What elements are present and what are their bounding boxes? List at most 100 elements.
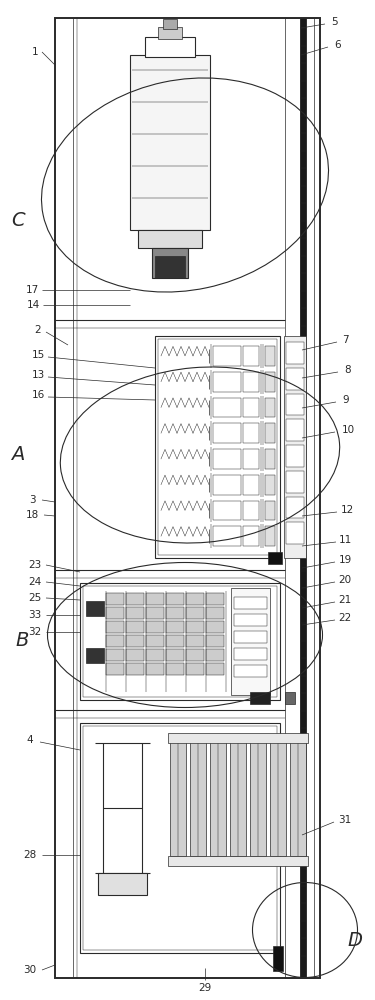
Bar	[243, 449, 259, 469]
Bar	[285, 692, 295, 704]
Bar	[138, 230, 202, 248]
Text: B: B	[15, 631, 28, 650]
Bar	[286, 368, 304, 389]
Text: 28: 28	[23, 850, 37, 860]
Bar	[206, 607, 224, 619]
Bar	[83, 726, 277, 950]
Text: 7: 7	[342, 335, 348, 345]
Bar	[170, 741, 186, 856]
Bar	[158, 27, 182, 39]
Bar	[286, 393, 304, 415]
Bar	[250, 741, 266, 856]
Bar	[126, 635, 144, 647]
Bar	[234, 631, 267, 643]
Text: 20: 20	[338, 575, 352, 585]
Bar	[243, 372, 259, 391]
Bar	[234, 665, 267, 677]
Text: 8: 8	[345, 365, 351, 375]
Bar	[158, 339, 277, 555]
Text: 13: 13	[32, 370, 45, 380]
Bar	[152, 248, 188, 278]
Text: 6: 6	[334, 40, 341, 50]
Bar	[286, 496, 304, 518]
Bar	[286, 445, 304, 467]
Bar	[265, 372, 275, 391]
Text: 21: 21	[338, 595, 352, 605]
Bar	[146, 649, 164, 661]
Bar	[285, 18, 300, 978]
Bar	[206, 593, 224, 605]
Bar	[243, 397, 259, 417]
Bar	[190, 741, 206, 856]
Bar	[213, 372, 241, 391]
Bar	[234, 597, 267, 609]
Bar	[186, 607, 204, 619]
Bar	[213, 526, 241, 546]
Bar	[106, 607, 124, 619]
Text: 22: 22	[338, 613, 352, 623]
Bar	[166, 607, 184, 619]
Text: 15: 15	[32, 350, 45, 360]
Bar	[306, 18, 314, 978]
Bar	[186, 649, 204, 661]
Bar	[243, 475, 259, 494]
Text: 29: 29	[198, 983, 211, 993]
Text: A: A	[11, 446, 25, 464]
Bar	[80, 723, 280, 953]
Bar	[86, 648, 104, 663]
Bar	[265, 423, 275, 443]
Bar	[146, 663, 164, 675]
Text: 19: 19	[338, 555, 352, 565]
Bar	[286, 522, 304, 544]
Bar	[146, 621, 164, 633]
Bar	[126, 593, 144, 605]
Bar	[146, 635, 164, 647]
Bar	[130, 55, 210, 230]
Bar	[268, 552, 282, 564]
Bar	[166, 621, 184, 633]
Bar	[83, 586, 277, 697]
Bar	[168, 856, 308, 866]
Bar	[234, 648, 267, 660]
Bar	[265, 475, 275, 494]
Bar	[265, 397, 275, 417]
Bar	[106, 635, 124, 647]
Text: C: C	[11, 211, 25, 230]
Bar	[106, 663, 124, 675]
Text: 11: 11	[338, 535, 352, 545]
Bar	[300, 18, 306, 978]
Bar	[145, 37, 195, 57]
Bar	[234, 614, 267, 626]
Bar	[230, 741, 246, 856]
Bar	[98, 873, 147, 895]
Text: 1: 1	[32, 47, 38, 57]
Bar	[146, 593, 164, 605]
Text: 18: 18	[26, 510, 39, 520]
Bar	[206, 635, 224, 647]
Text: 4: 4	[27, 735, 33, 745]
Bar	[106, 593, 124, 605]
Bar	[168, 733, 308, 743]
Text: 24: 24	[28, 577, 42, 587]
Text: D: D	[348, 930, 363, 950]
Bar	[265, 500, 275, 520]
Bar	[250, 692, 270, 704]
Bar	[243, 526, 259, 546]
Bar	[155, 336, 280, 558]
Bar	[286, 342, 304, 364]
Text: 32: 32	[28, 627, 42, 637]
Text: 16: 16	[32, 390, 45, 400]
Bar	[284, 336, 306, 558]
Bar	[106, 621, 124, 633]
Bar	[55, 18, 320, 978]
Text: 33: 33	[28, 610, 42, 620]
Bar	[213, 346, 241, 366]
Bar	[126, 649, 144, 661]
Bar	[163, 19, 177, 29]
Bar	[265, 449, 275, 469]
Bar	[206, 649, 224, 661]
Text: 25: 25	[28, 593, 42, 603]
Bar	[206, 663, 224, 675]
Text: 31: 31	[338, 815, 352, 825]
Bar	[166, 663, 184, 675]
